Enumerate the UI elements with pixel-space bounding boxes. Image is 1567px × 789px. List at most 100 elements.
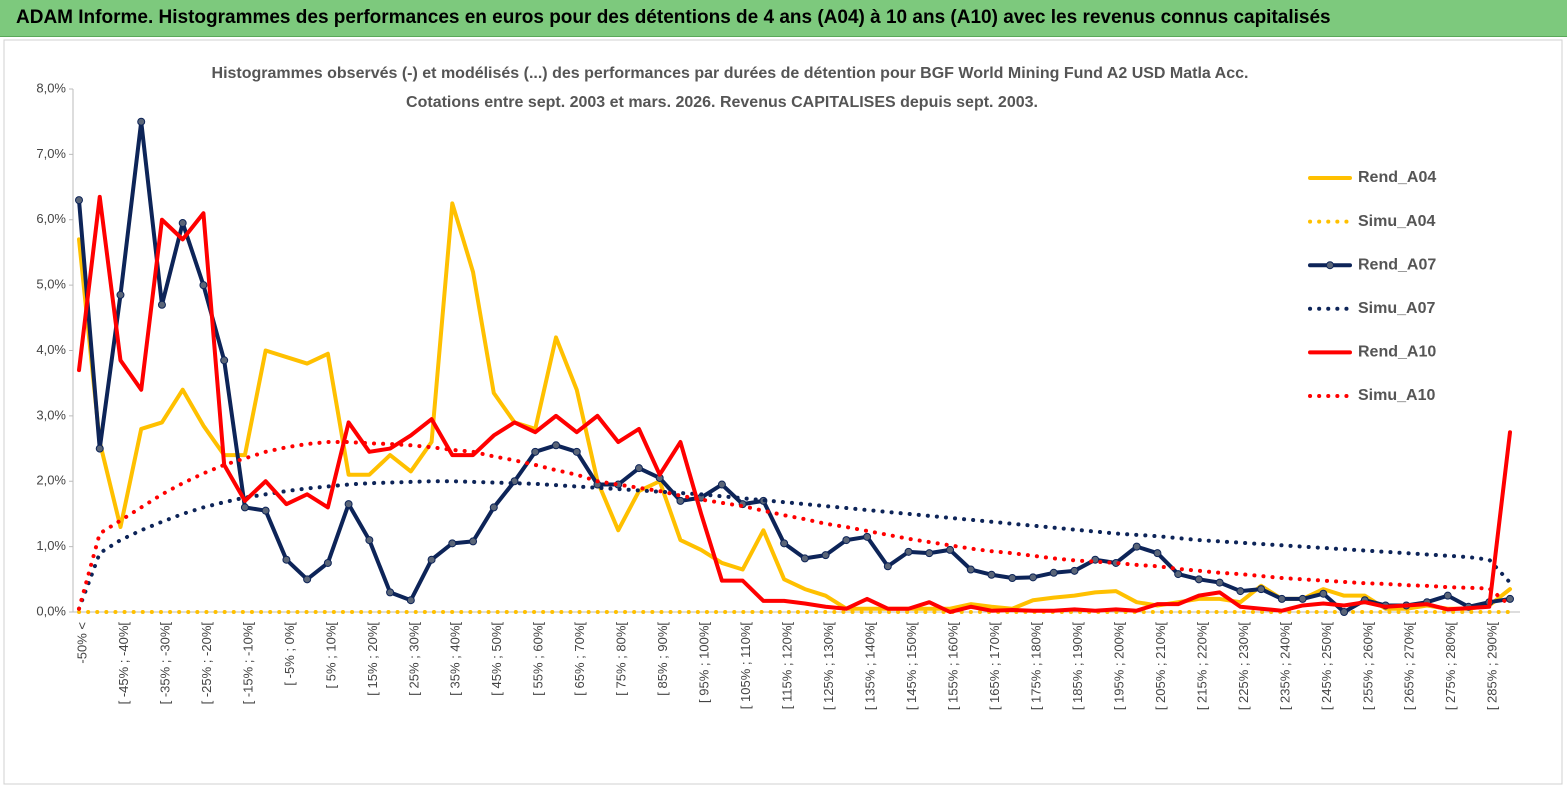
point [282, 555, 291, 564]
y-tick-label: 3,0% [36, 407, 66, 422]
x-tick-label: [ 215% ; 220%[ [1194, 622, 1209, 711]
y-tick-label: 6,0% [36, 211, 66, 226]
series-line [77, 440, 1512, 611]
chart-title: Histogrammes observés (-) et modélisés (… [212, 65, 1249, 82]
point [303, 575, 312, 584]
x-tick-label: [ 275% ; 280%[ [1443, 622, 1458, 711]
point [1340, 608, 1349, 616]
point [469, 537, 478, 546]
x-tick-label: -50% < [74, 622, 89, 664]
point [178, 219, 187, 228]
x-tick-label: [ 285% ; 290%[ [1485, 622, 1500, 711]
point [406, 596, 415, 605]
x-tick-label: [ 245% ; 250%[ [1319, 622, 1334, 711]
point [842, 536, 851, 545]
x-tick-label: [ 5% ; 10%[ [323, 622, 338, 689]
point [1029, 573, 1037, 582]
x-tick-label: [ 105% ; 110%[ [738, 622, 753, 710]
legend-label: Rend_A10 [1358, 344, 1436, 361]
x-tick-label: [ -25% ; -20%[ [199, 622, 214, 705]
point [137, 117, 146, 126]
chart: Histogrammes observés (-) et modélisés (… [3, 39, 1563, 785]
legend-marker [1326, 261, 1334, 270]
point [883, 562, 892, 571]
point [717, 480, 726, 489]
point [1277, 594, 1286, 603]
point [1298, 594, 1307, 603]
x-tick-label: [ -15% ; -10%[ [240, 622, 255, 705]
point [863, 532, 872, 541]
x-tick-label: [ 225% ; 230%[ [1236, 622, 1251, 711]
point [531, 447, 540, 456]
x-tick-label: [ -35% ; -30%[ [157, 622, 172, 705]
x-tick-label: [ 85% ; 90%[ [655, 622, 670, 696]
point [800, 554, 809, 563]
point [199, 281, 208, 290]
point [946, 545, 955, 554]
series-line [77, 194, 1512, 614]
x-tick-label: [ 135% ; 140%[ [863, 622, 878, 711]
legend-label: Rend_A04 [1358, 169, 1436, 186]
series-line [77, 479, 1512, 611]
legend-label: Rend_A07 [1358, 256, 1436, 273]
point [1194, 575, 1203, 584]
x-tick-label: [ 235% ; 240%[ [1277, 622, 1292, 711]
x-tick-label: [ 95% ; 100%[ [697, 622, 712, 703]
point [1008, 574, 1017, 583]
x-tick-label: [ 25% ; 30%[ [406, 622, 421, 696]
point [821, 551, 830, 560]
x-tick-label: [ 175% ; 180%[ [1028, 622, 1043, 711]
point [489, 503, 498, 512]
x-tick-label: [ 65% ; 70%[ [572, 622, 587, 696]
point [572, 447, 581, 456]
point [1506, 594, 1514, 603]
point [1174, 570, 1183, 579]
x-tick-label: [ 115% ; 120%[ [780, 622, 795, 710]
point [261, 506, 270, 515]
x-tick-label: [ 55% ; 60%[ [531, 622, 546, 696]
point [240, 503, 249, 512]
point [552, 441, 560, 450]
point [116, 290, 125, 299]
x-tick-label: [ 165% ; 170%[ [987, 622, 1002, 711]
x-tick-label: [ 255% ; 260%[ [1360, 622, 1375, 711]
point [925, 549, 934, 558]
point [365, 536, 374, 545]
point [1215, 578, 1224, 587]
x-tick-label: [ 155% ; 160%[ [945, 622, 960, 711]
point [427, 555, 436, 564]
legend-label: Simu_A10 [1358, 387, 1435, 404]
title-bar: ADAM Informe. Histogrammes des performan… [0, 0, 1567, 37]
point [1049, 568, 1058, 577]
point [1132, 542, 1141, 551]
y-tick-label: 2,0% [36, 473, 66, 488]
point [1236, 587, 1245, 596]
point [1319, 589, 1328, 598]
point [676, 496, 685, 505]
x-tick-label: [ -45% ; -40%[ [116, 622, 131, 705]
x-tick-label: [ 15% ; 20%[ [365, 622, 380, 696]
y-tick-label: 1,0% [36, 538, 66, 553]
x-tick-label: [ 125% ; 130%[ [821, 622, 836, 711]
series-line [77, 119, 1512, 614]
point [1070, 566, 1079, 575]
page-title: ADAM Informe. Histogrammes des performan… [16, 7, 1331, 28]
x-tick-label: [ -5% ; 0%[ [282, 622, 297, 686]
y-tick-label: 8,0% [36, 80, 66, 95]
x-tick-label: [ 195% ; 200%[ [1111, 622, 1126, 711]
point [1153, 549, 1162, 558]
chart-frame [3, 39, 1563, 785]
point [75, 196, 83, 205]
point [634, 464, 643, 473]
x-tick-label: [ 145% ; 150%[ [904, 622, 919, 711]
point [1257, 585, 1266, 594]
y-tick-label: 7,0% [36, 146, 66, 161]
point [448, 539, 457, 548]
y-tick-label: 0,0% [36, 603, 66, 618]
point [157, 300, 166, 309]
point [780, 539, 789, 548]
point [987, 570, 996, 579]
point [95, 444, 104, 453]
point [344, 500, 353, 509]
